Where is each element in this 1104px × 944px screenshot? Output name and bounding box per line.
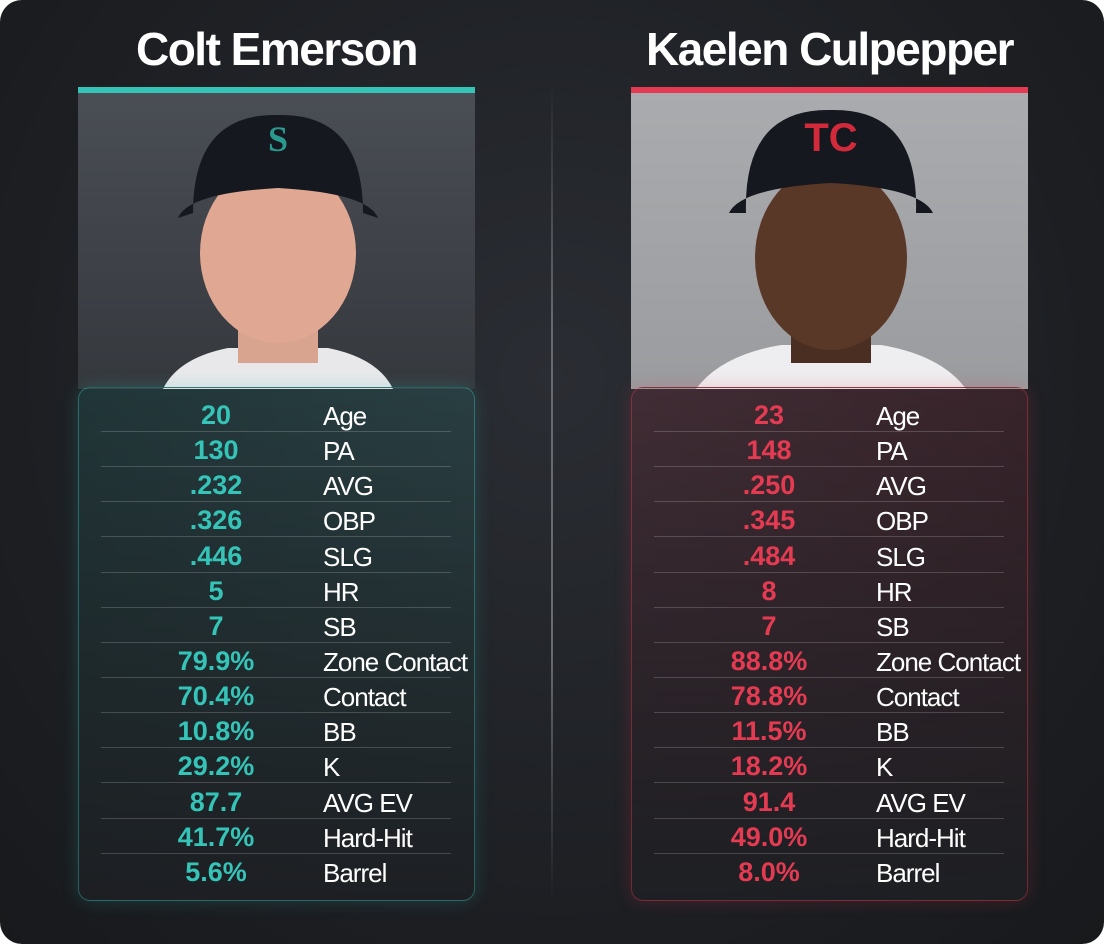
stat-label: AVG EV (323, 787, 413, 818)
stat-value: .446 (189, 540, 243, 571)
svg-text:TC: TC (804, 116, 857, 160)
stat-value: 7 (208, 610, 224, 641)
stat-label: SB (876, 611, 910, 642)
stat-row: 70.4% Contact (101, 677, 451, 714)
stat-value: 23 (753, 400, 785, 430)
stat-row: 5.6% Barrel (101, 853, 451, 888)
stat-label: HR (876, 576, 913, 607)
stat-value: 91.4 (742, 786, 796, 817)
stat-row: 78.8% Contact (654, 677, 1004, 714)
stat-label: AVG (323, 471, 374, 502)
stat-value: 49.0% (730, 821, 808, 852)
stat-label: Age (876, 401, 920, 431)
stat-value: .326 (189, 505, 243, 536)
stat-label: Contact (876, 682, 960, 713)
stat-value: 18.2% (730, 751, 808, 782)
player-name: Colt Emerson (135, 23, 419, 75)
stat-row: .326 OBP (101, 501, 451, 538)
stat-row: 87.7 AVG EV (101, 783, 451, 819)
stat-value: 41.7% (177, 821, 255, 852)
stat-value: 148 (746, 435, 792, 466)
stat-label: Zone Contact (323, 647, 468, 677)
player-photo: TC (631, 93, 1028, 389)
stat-row: .345 OBP (654, 501, 1004, 538)
stat-label: HR (323, 576, 360, 607)
stat-row: 8.0% Barrel (654, 853, 1004, 888)
stat-value: .345 (742, 505, 796, 536)
stats-panel: 20 Age 130 PA .232 AVG .326 OBP .446 SLG 5 HR 7 SB 79.… (78, 387, 475, 901)
stat-label: SLG (876, 541, 926, 572)
stat-value: 10.8% (177, 716, 255, 747)
accent-bar (78, 87, 475, 93)
stat-value: 7 (761, 610, 777, 641)
stat-row: 41.7% Hard-Hit (101, 818, 451, 854)
stat-label: Zone Contact (876, 647, 1021, 677)
stat-value: 8.0% (738, 856, 800, 887)
stat-label: Barrel (323, 857, 387, 888)
stat-label: PA (323, 436, 355, 467)
stat-label: K (323, 752, 340, 783)
player-card: Kaelen Culpepper TC 23 Age 148 PA .250 AVG .34… (631, 0, 1028, 944)
stat-row: .484 SLG (654, 537, 1004, 573)
stat-label: Barrel (876, 857, 940, 888)
stat-row: 10.8% BB (101, 712, 451, 749)
stat-label: AVG EV (876, 787, 966, 818)
stat-label: AVG (876, 471, 927, 502)
stat-value: 20 (200, 400, 232, 430)
stat-value: 5 (208, 575, 224, 606)
stat-value: .250 (742, 470, 796, 501)
stat-row: 20 Age (101, 396, 451, 432)
stat-row: 11.5% BB (654, 712, 1004, 749)
stat-row: 130 PA (101, 431, 451, 468)
stat-row: 18.2% K (654, 747, 1004, 784)
accent-bar (631, 87, 1028, 93)
stat-label: OBP (876, 506, 929, 537)
stat-value: .232 (189, 470, 243, 501)
stat-label: Hard-Hit (876, 822, 966, 853)
stat-row: .446 SLG (101, 537, 451, 573)
stat-label: Contact (323, 682, 407, 713)
stat-value: .484 (742, 540, 796, 571)
stat-value: 70.4% (177, 681, 255, 712)
stat-row: 79.9% Zone Contact (101, 642, 468, 678)
stat-label: BB (876, 717, 910, 748)
stat-label: OBP (323, 506, 376, 537)
stat-label: Age (323, 401, 367, 431)
stat-value: 8 (761, 575, 777, 606)
stat-row: 7 SB (101, 607, 451, 643)
stat-row: 91.4 AVG EV (654, 783, 1004, 819)
stat-label: SLG (323, 541, 373, 572)
player-photo: S (78, 93, 475, 389)
stat-label: K (876, 752, 893, 783)
stat-label: SB (323, 611, 357, 642)
stat-row: .250 AVG (654, 466, 1004, 503)
stats-panel: 23 Age 148 PA .250 AVG .345 OBP .484 SLG 8 HR 7 SB 88.… (631, 387, 1028, 901)
stat-value: 87.7 (189, 786, 243, 817)
stat-row: 7 SB (654, 607, 1004, 643)
stat-row: 8 HR (654, 572, 1004, 608)
stat-value: 11.5% (731, 716, 807, 747)
stat-value: 88.8% (730, 646, 808, 676)
stat-label: BB (323, 717, 357, 748)
stat-value: 79.9% (177, 646, 255, 676)
divider (551, 80, 553, 900)
stat-row: 88.8% Zone Contact (654, 642, 1021, 678)
stat-row: 49.0% Hard-Hit (654, 818, 1004, 854)
stat-row: 5 HR (101, 572, 451, 608)
svg-text:S: S (268, 119, 288, 159)
stat-value: 78.8% (730, 681, 808, 712)
stat-row: 23 Age (654, 396, 1004, 432)
stat-value: 29.2% (177, 751, 255, 782)
stat-row: 148 PA (654, 431, 1004, 468)
stat-label: PA (876, 436, 908, 467)
player-card: Colt Emerson S 20 Age 130 PA .232 AVG .326 OBP.… (78, 0, 475, 944)
stat-value: 130 (193, 435, 239, 466)
player-name: Kaelen Culpepper (645, 23, 1015, 75)
stat-row: .232 AVG (101, 466, 451, 503)
stat-label: Hard-Hit (323, 822, 413, 853)
stat-row: 29.2% K (101, 747, 451, 784)
stat-value: 5.6% (185, 856, 247, 887)
